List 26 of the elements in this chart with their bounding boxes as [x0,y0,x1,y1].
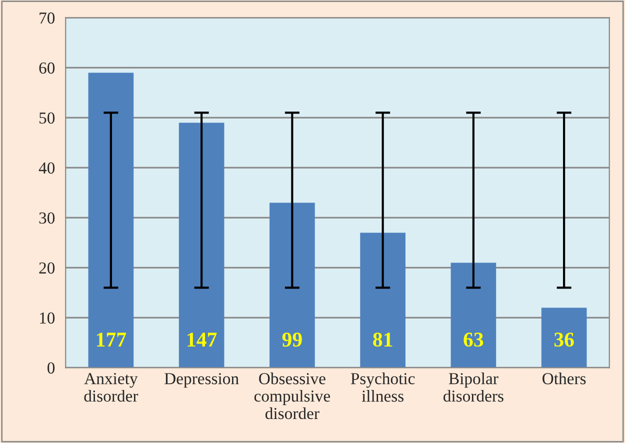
x-tick-label: Bipolar disorders [443,372,504,402]
x-tick-label: Others [542,372,586,384]
y-tick-label: 60 [39,62,55,74]
annotation: 81 [373,332,392,347]
x-tick-label: Psychotic illness [350,372,415,402]
bar [88,72,134,368]
x-tick-label: Depression [164,373,239,388]
annotation: 63 [464,332,484,347]
annotation: 99 [282,332,302,347]
annotation: 177 [96,332,126,346]
annotation: 147 [188,332,217,346]
y-tick-label: 0 [48,362,55,374]
bar [541,308,587,368]
bar [270,202,315,368]
y-tick-label: 20 [39,262,55,274]
annotation: 36 [554,332,574,347]
x-tick-label: Obsessive compulsive disorder [254,372,330,420]
y-tick-label: 70 [40,12,55,24]
bar [178,122,224,368]
y-tick-label: 50 [40,112,55,124]
x-tick-label: Anxiety disorder [84,373,138,402]
bar [450,262,496,368]
y-tick-label: 40 [38,162,55,174]
y-tick-label: 10 [40,312,55,324]
bar [360,232,406,368]
y-tick-label: 30 [39,212,55,224]
